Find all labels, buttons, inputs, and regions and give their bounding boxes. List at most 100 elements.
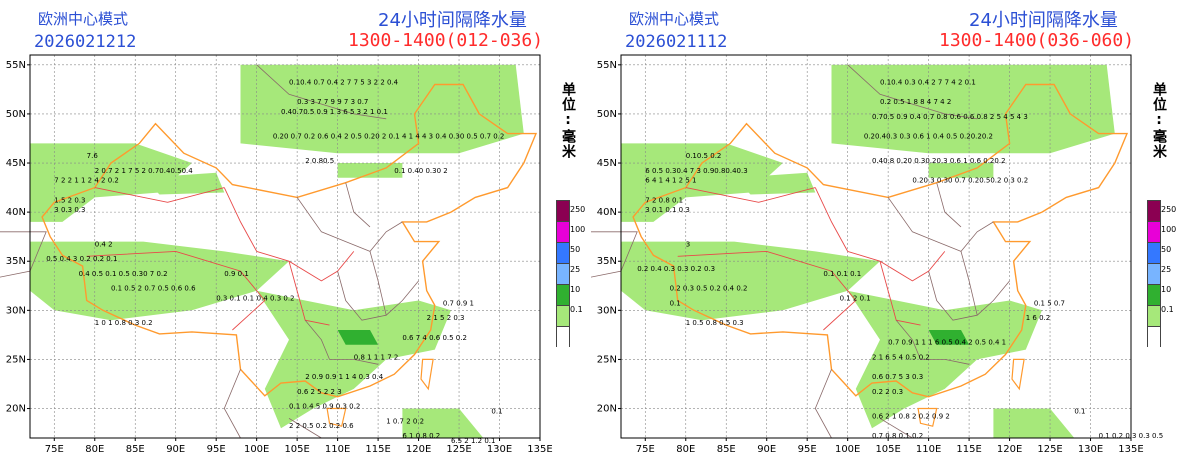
precip-value: 1 0 1 0.8 0.3 0.2 xyxy=(95,319,153,327)
province-border xyxy=(288,261,330,326)
lat-tick-label: 50N xyxy=(6,109,26,120)
model-name: 欧洲中心模式 xyxy=(629,10,720,28)
lon-tick-label: 115E xyxy=(365,444,390,455)
lon-tick-label: 120E xyxy=(406,444,431,455)
precip-area xyxy=(734,172,816,195)
province-border xyxy=(94,187,225,203)
lat-tick-label: 30N xyxy=(597,305,617,316)
panel-right: 欧洲中心模式 2026021112 24小时间隔降水量 1300-1400(03… xyxy=(591,0,1182,465)
lon-tick-label: 75E xyxy=(45,444,64,455)
precip-value: 0.2 2 0.3 xyxy=(872,388,903,396)
precip-value: 3 xyxy=(686,241,690,249)
province-border xyxy=(223,369,241,439)
lat-tick-label: 20N xyxy=(6,404,26,415)
precip-value: 0.70.5 0.9 0.4 0.7 0.8 0.6 0.6 0.8 2 5 4… xyxy=(872,113,1028,121)
legend-label: 250 xyxy=(570,205,586,214)
model-name: 欧洲中心模式 xyxy=(38,10,129,28)
unit-label: 单位:毫米 xyxy=(1151,82,1167,159)
precip-value: 1 6 0.2 xyxy=(1026,314,1051,322)
province-border xyxy=(879,418,913,439)
map-frame xyxy=(29,54,541,439)
lon-tick-label: 125E xyxy=(446,444,471,455)
legend-label: 100 xyxy=(1161,225,1177,234)
precip-value: 0.3 3 7 7 9 9 7 3 0.7 xyxy=(297,98,368,106)
precip-value: 0.7 0.8 0.1 0.2 xyxy=(872,432,923,440)
lat-tick-label: 45N xyxy=(597,158,617,169)
unit-label: 单位:毫米 xyxy=(560,82,576,159)
province-border xyxy=(814,187,849,252)
lon-tick-label: 105E xyxy=(284,444,309,455)
precip-value: 0.1 2 0.1 xyxy=(840,295,871,303)
precip-value: 2 0.9 0.9 1 1 4 0.3 0.4 xyxy=(305,373,383,381)
color-legend: 250 100 50 25 10 0.1 xyxy=(556,200,585,347)
legend-swatch xyxy=(556,305,570,326)
legend-label: 250 xyxy=(1161,205,1177,214)
precip-value: 7 2 2 1 1 2 4 2 0.2 xyxy=(54,177,119,185)
lat-tick-label: 40N xyxy=(6,207,26,218)
precip-area xyxy=(993,408,1075,438)
province-border xyxy=(847,250,946,282)
precip-value: 0.4 2 xyxy=(95,241,113,249)
precip-value: 0.7 0.9 1 xyxy=(443,299,474,307)
legend-swatch xyxy=(556,263,570,284)
province-border xyxy=(591,231,638,278)
province-border xyxy=(256,250,355,282)
province-border xyxy=(256,64,387,120)
precip-value: 0.1 0.4 5 0.9 0.3 0.2 xyxy=(289,403,360,411)
precip-value: 1 0.5 0.8 0.5 0.3 xyxy=(686,319,744,327)
precip-value: 0.5 0.4 3 0.2 0.2 0.1 xyxy=(46,255,117,263)
legend-label: 50 xyxy=(570,245,581,254)
precip-value: 7.6 xyxy=(87,152,99,160)
precip-value: 0.40.8 0.20 0.30.20.3 0.6 1 0.6 0.20.2 xyxy=(872,157,1006,165)
precip-value: 6 0.5 0.30.4 7 3 0.90.80.40.3 xyxy=(645,167,747,175)
province-border xyxy=(369,251,387,316)
lon-tick-label: 100E xyxy=(244,444,269,455)
precip-value: 2 0.7 2 1 7 5 2 0.70.40.50.4 xyxy=(95,167,194,175)
province-border xyxy=(887,197,994,252)
lat-tick-label: 25N xyxy=(597,354,617,365)
precip-value: 6.5 2 1.2 0.1 xyxy=(451,437,496,445)
precip-value: 0.4 0.5 0.1 0.5 0.30 7 0.2 xyxy=(79,270,168,278)
forecast-period: 1300-1400(036-060) xyxy=(939,30,1135,51)
lon-tick-label: 105E xyxy=(875,444,900,455)
lon-tick-label: 125E xyxy=(1037,444,1062,455)
precip-value: 0.40.70.5 0.9 1 3 6 5 3 2 1 0.1 xyxy=(281,108,388,116)
precip-value: 0.8 1 1 1 7 2 xyxy=(354,353,399,361)
precip-value: 0.1 xyxy=(1074,407,1085,415)
lat-tick-label: 40N xyxy=(597,207,617,218)
legend-swatch xyxy=(1147,326,1161,347)
province-border xyxy=(814,369,832,439)
lat-tick-label: 55N xyxy=(597,60,617,71)
precip-value: 3 0.1 0.1 0.3 xyxy=(645,206,690,214)
precip-value: 0.1 5 0.7 xyxy=(1034,299,1065,307)
legend-label: 100 xyxy=(570,225,586,234)
precip-area xyxy=(143,172,225,195)
panel-left: 欧洲中心模式 2026021212 24小时间隔降水量 1300-1400(01… xyxy=(0,10,585,455)
precip-value: 0.6 2 5 2 2 3 xyxy=(297,388,342,396)
precip-value: 2 2 0.5 0.2 0.2 0.6 xyxy=(289,422,354,430)
legend-swatch xyxy=(1147,305,1161,326)
province-border xyxy=(879,261,921,326)
precip-value: 0.6 7 4 0.6 0.5 0.2 xyxy=(402,334,467,342)
lat-tick-label: 25N xyxy=(6,354,26,365)
precip-map: 0.10.5 0.2 6 0.5 0.30.4 7 3 0.90.80.40.3 6… xyxy=(591,54,1163,455)
lon-tick-label: 100E xyxy=(835,444,860,455)
lon-tick-label: 90E xyxy=(757,444,776,455)
legend-label: 10 xyxy=(570,285,581,294)
lon-tick-label: 135E xyxy=(1118,444,1143,455)
precip-value: 0.2 0.4 0.3 0.3 0.2 0.3 xyxy=(637,265,715,273)
legend-swatch xyxy=(1147,200,1161,221)
province-border xyxy=(288,418,322,439)
lat-tick-label: 45N xyxy=(6,158,26,169)
legend-swatch xyxy=(556,200,570,221)
country-border xyxy=(632,83,1129,398)
legend-label: 50 xyxy=(1161,245,1172,254)
lat-tick-label: 50N xyxy=(597,109,617,120)
lon-tick-label: 135E xyxy=(527,444,552,455)
color-legend: 250 100 50 25 10 0.1 xyxy=(1147,200,1176,347)
precip-value: 0.6 0.7 5 3 0.3 xyxy=(872,373,923,381)
legend-swatch xyxy=(556,221,570,242)
legend-swatch xyxy=(1147,284,1161,305)
map-title: 24小时间隔降水量 xyxy=(378,10,527,31)
lon-tick-label: 130E xyxy=(487,444,512,455)
